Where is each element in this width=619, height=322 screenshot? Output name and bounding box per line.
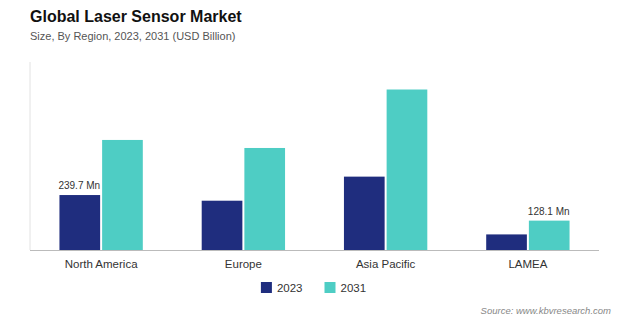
legend-label: 2031 [341, 282, 367, 294]
bars [59, 90, 569, 250]
bar [387, 90, 428, 250]
x-tick-label: LAMEA [508, 258, 547, 270]
annotation: 128.1 Mn [528, 206, 570, 217]
subtitle: Size, By Region, 2023, 2031 (USD Billion… [30, 30, 235, 42]
bar [529, 221, 570, 250]
chart: Global Laser Sensor Market Size, By Regio… [0, 0, 619, 322]
annotation: 239.7 Mn [58, 180, 100, 191]
bar [244, 148, 285, 250]
bar [344, 177, 385, 250]
background [0, 0, 619, 322]
bar [202, 201, 243, 250]
legend: 2023 2031 [261, 282, 366, 294]
x-tick-label: Asia Pacific [356, 258, 416, 270]
source: Source: www.kbvresearch.com [481, 305, 611, 316]
x-tick-label: Europe [225, 258, 262, 270]
y-axis-line [30, 62, 31, 250]
legend-label: 2023 [277, 282, 303, 294]
title: Global Laser Sensor Market [30, 8, 242, 25]
x-axis-line [30, 250, 599, 251]
legend-swatch [325, 282, 336, 293]
bar [486, 234, 527, 250]
x-tick-label: North America [65, 258, 138, 270]
bar [59, 195, 100, 250]
legend-swatch [261, 282, 272, 293]
bar [102, 140, 143, 250]
